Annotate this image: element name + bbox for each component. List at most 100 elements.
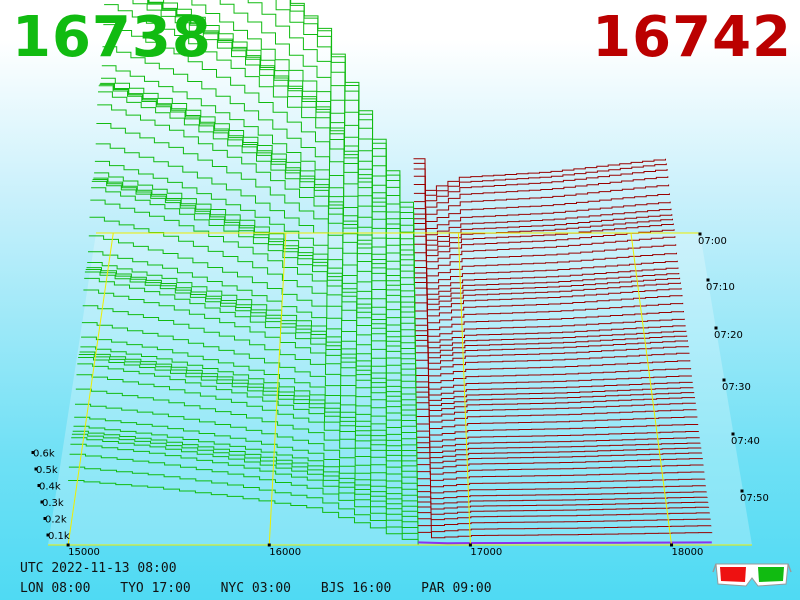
- ask-depth-line: [415, 345, 689, 364]
- ask-depth-line: [417, 496, 708, 505]
- ask-depth-line: [414, 223, 674, 251]
- time-tick-mark: [706, 278, 710, 282]
- ask-depth-line: [417, 485, 706, 494]
- time-tick-label: 07:20: [714, 330, 743, 341]
- ask-depth-line: [414, 277, 681, 300]
- utc-datetime: 2022-11-13 08:00: [51, 561, 177, 576]
- y-tick-label: 0.2k: [45, 515, 67, 526]
- ask-depth-line: [415, 339, 688, 359]
- ask-depth-line: [414, 208, 672, 236]
- x-grid-line: [457, 232, 471, 546]
- ask-depth-line: [417, 457, 703, 469]
- bid-depth-line: [68, 466, 419, 540]
- city-clock-nyc: NYC 03:00: [220, 581, 292, 596]
- bid-depth-line: [69, 453, 419, 535]
- bid-depth-line: [68, 480, 419, 545]
- bid-depth-line: [94, 160, 416, 360]
- ask-depth-line: [416, 423, 699, 436]
- city-clock-par: PAR 09:00: [421, 581, 492, 596]
- bid-depth-line: [95, 143, 416, 355]
- time-tick-label: 07:00: [698, 236, 727, 247]
- bid-depth-line: [91, 187, 417, 387]
- ask-depth-line: [416, 436, 700, 448]
- ask-depth-line: [415, 282, 681, 305]
- time-tick-label: 07:50: [740, 493, 769, 504]
- bid-depth-line: [101, 65, 416, 313]
- utc-clock: UTC 2022-11-13 08:00: [20, 561, 177, 576]
- ask-depth-line: [414, 267, 679, 290]
- ask-depth-line: [417, 447, 702, 459]
- chart-floor: [48, 233, 752, 545]
- ask-depth-line: [414, 243, 677, 270]
- bid-depth-line: [81, 336, 418, 456]
- bid-depth-line: [132, 0, 415, 292]
- bid-depth-line: [96, 123, 416, 350]
- ask-depth-line: [418, 531, 713, 539]
- time-tick-label: 07:30: [722, 382, 751, 393]
- ask-depth-line: [417, 478, 706, 488]
- bid-depth-line: [70, 443, 419, 530]
- ask-depth-line: [416, 430, 699, 442]
- ask-depth-line: [413, 158, 666, 191]
- bid-depth-line: [83, 289, 418, 440]
- ask-depth-line: [414, 272, 680, 295]
- ask-depth-line: [414, 235, 676, 263]
- bid-depth-line: [88, 235, 417, 403]
- bid-depth-line: [89, 216, 417, 397]
- time-tick-label: 07:10: [706, 282, 735, 293]
- x-grid-line: [67, 232, 114, 546]
- ask-depth-line: [415, 287, 682, 311]
- time-tick-mark: [722, 378, 726, 382]
- ask-depth-line: [416, 416, 698, 429]
- bid-depth-line: [247, 0, 415, 255]
- y-tick-label: 0.1k: [48, 531, 70, 542]
- ask-depth-line: [413, 184, 670, 215]
- ask-depth-line: [415, 330, 687, 349]
- bid-depth-line: [290, 0, 414, 233]
- floor-plane: [48, 233, 752, 545]
- ask-depth-line: [414, 213, 673, 241]
- ask-depth-line: [415, 310, 684, 331]
- bid-depth-line: [219, 0, 415, 260]
- x-tick-mark: [468, 543, 472, 547]
- bid-depth-line: [289, 0, 415, 239]
- bid-depth-line: [80, 346, 418, 461]
- bid-depth-line: [289, 0, 415, 244]
- bid-depth-line: [74, 416, 418, 503]
- y-tick-mark: [43, 517, 47, 520]
- ask-depth-line: [417, 506, 710, 515]
- x-tick-mark: [267, 543, 271, 547]
- ask-depth-line: [417, 512, 710, 521]
- 3d-glasses-icon[interactable]: [712, 558, 792, 594]
- y-tick-mark: [40, 500, 44, 504]
- ask-depth-line: [416, 442, 701, 453]
- y-tick-label: 0.6k: [33, 449, 55, 460]
- bid-depth-line: [97, 104, 416, 345]
- time-tick-mark: [740, 489, 744, 493]
- x-grid-line: [268, 232, 287, 546]
- bid-depth-line: [102, 46, 416, 307]
- bid-depth-line: [71, 433, 419, 519]
- city-clocks: LON 08:00 TYO 17:00 NYC 03:00 BJS 16:00 …: [20, 581, 514, 596]
- ask-depth-line: [418, 525, 712, 533]
- ask-depth-line: [417, 518, 711, 526]
- x-tick-label: 16000: [269, 547, 301, 558]
- ask-depth-line: [414, 260, 678, 284]
- bid-depth-line: [275, 0, 415, 249]
- x-tick-label: 18000: [672, 547, 704, 558]
- chart-axes: 15000 16000 17000 18000 0.1k 0.2k 0.3k 0.4k 0.5k…: [31, 232, 769, 558]
- ask-depth-line: [417, 464, 704, 475]
- bid-depth-line: [78, 357, 418, 477]
- ask-depth-line: [415, 318, 685, 337]
- bid-depth-line: [72, 430, 419, 514]
- ask-price: 16742: [592, 5, 792, 70]
- bid-depth-line: [98, 91, 416, 339]
- bid-depth-line: [73, 425, 419, 508]
- city-clock-bjs: BJS 16:00: [320, 581, 392, 596]
- utc-label: UTC: [20, 561, 44, 576]
- y-tick-label: 0.5k: [36, 465, 58, 476]
- time-tick-mark: [698, 232, 702, 236]
- ask-depth-line: [417, 501, 709, 510]
- ask-depth-line: [417, 471, 705, 481]
